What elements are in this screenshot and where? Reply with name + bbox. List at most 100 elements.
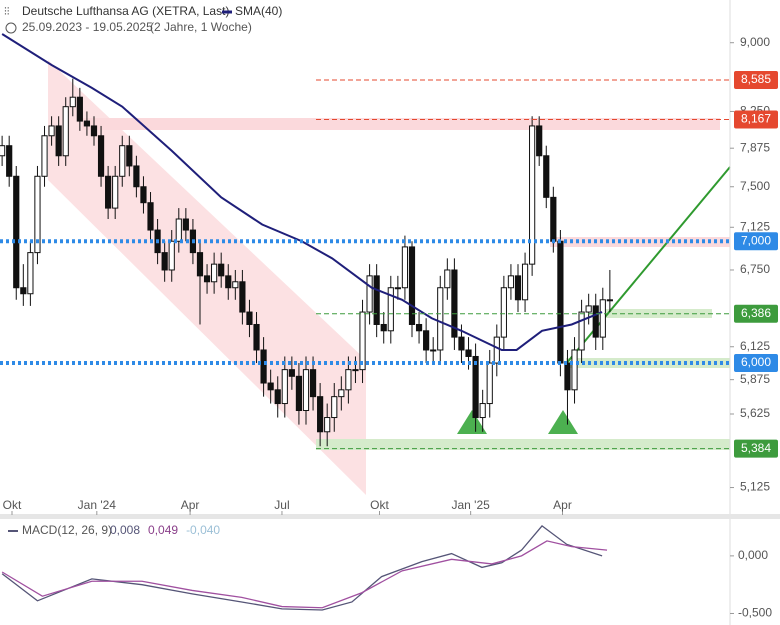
triangle xyxy=(548,410,578,434)
candle-body xyxy=(331,396,338,419)
candle-body xyxy=(380,323,387,332)
level-label: 7,000 xyxy=(741,233,771,247)
level-tag xyxy=(734,304,778,323)
candle-body xyxy=(48,125,55,137)
level-label: 6,000 xyxy=(741,355,771,369)
x-tick-label: Jan '25 xyxy=(451,498,490,512)
candle-body xyxy=(606,299,613,302)
candle-body xyxy=(161,252,168,271)
candle-body xyxy=(196,252,204,277)
candle-body xyxy=(592,305,599,338)
candle-body xyxy=(430,349,437,352)
candle-body xyxy=(408,246,416,325)
y-tick-label: 6,125 xyxy=(740,339,770,353)
candle-body xyxy=(309,369,317,398)
y-tick-label: 9,000 xyxy=(740,35,770,49)
separator xyxy=(0,514,780,519)
legend: ⫶⫶ Deutsche Lufthansa AG (XETRA, Last) S… xyxy=(4,4,282,537)
candle-body xyxy=(571,349,578,391)
y-tick-label: -0,500 xyxy=(738,606,772,620)
x-tick-label: Apr xyxy=(181,498,200,512)
y-tick-label: 7,125 xyxy=(740,219,770,233)
candle-body xyxy=(246,311,253,325)
level-label: 6,386 xyxy=(741,306,771,320)
candle-body xyxy=(147,202,154,231)
candle-body xyxy=(27,252,34,295)
candle-body xyxy=(338,389,345,398)
candle-body xyxy=(423,330,430,351)
candle-body xyxy=(62,106,69,157)
candle-body xyxy=(458,336,465,351)
x-tick-label: Apr xyxy=(553,498,572,512)
candle-body xyxy=(366,275,373,313)
candle-body xyxy=(543,155,550,198)
candle-body xyxy=(232,281,239,289)
sma-line xyxy=(1,33,603,351)
candle-body xyxy=(90,125,98,137)
candle-body xyxy=(352,369,359,372)
level-label: 8,167 xyxy=(741,112,771,126)
candle-body xyxy=(0,145,6,157)
y-tick-label: 7,500 xyxy=(740,179,770,193)
level-tag xyxy=(734,232,778,251)
readout-value: -0,040 xyxy=(186,523,220,537)
level-tag xyxy=(734,354,778,373)
level-tag xyxy=(734,110,778,129)
candle-body xyxy=(472,355,479,419)
candle-body xyxy=(20,287,27,295)
y-tick-label: 0,000 xyxy=(738,548,768,562)
candle-body xyxy=(557,240,564,364)
candle-body xyxy=(288,369,295,377)
icon xyxy=(5,22,17,34)
candle-body xyxy=(394,287,401,290)
candle-body xyxy=(112,175,119,209)
candle-body xyxy=(444,269,451,289)
macd-title: MACD(12, 26, 9) xyxy=(22,523,112,537)
chart-title: Deutsche Lufthansa AG (XETRA, Last) xyxy=(22,4,229,18)
y-tick-label: 5,125 xyxy=(740,480,770,494)
candle-body xyxy=(41,135,48,177)
candle-body xyxy=(536,125,543,157)
candle-body xyxy=(140,186,147,204)
candle-body xyxy=(119,145,126,177)
candle-body xyxy=(274,389,281,405)
candle-body xyxy=(387,287,394,332)
candle-body xyxy=(564,362,571,391)
candle-body xyxy=(76,96,83,122)
candle-body xyxy=(55,125,62,157)
candle-body xyxy=(295,375,303,412)
candle-body xyxy=(133,165,140,188)
candle-body xyxy=(69,96,76,108)
candle-body xyxy=(578,311,585,351)
candle-body xyxy=(126,145,133,167)
candle-body xyxy=(211,263,218,283)
resistance-zone xyxy=(82,118,720,130)
candle-body xyxy=(239,281,246,313)
candle-body xyxy=(317,396,324,433)
zone xyxy=(550,237,730,247)
candle-body xyxy=(13,175,20,289)
candle-body xyxy=(479,403,486,419)
candle-body xyxy=(521,263,529,301)
icon: ⫶⫶ xyxy=(4,6,10,18)
candle-body xyxy=(225,275,232,289)
y-tick-label: 5,875 xyxy=(740,372,770,386)
candle-body xyxy=(529,125,536,265)
candle-body xyxy=(451,269,458,338)
candle-body xyxy=(302,369,310,412)
candle-body xyxy=(585,305,592,313)
candle-body xyxy=(182,218,189,231)
candle-body xyxy=(493,336,500,364)
candle-body xyxy=(168,240,175,271)
support-zone xyxy=(316,439,730,450)
candle-body xyxy=(203,275,211,283)
candle-body xyxy=(550,196,557,242)
x-tick-label: Okt xyxy=(3,498,22,512)
candle-body xyxy=(500,287,507,338)
y-tick-label: 5,625 xyxy=(740,406,770,420)
macd-line xyxy=(1,525,603,611)
y-tick-label: 6,750 xyxy=(740,262,770,276)
candle-body xyxy=(253,323,260,351)
candle-body xyxy=(507,275,515,289)
